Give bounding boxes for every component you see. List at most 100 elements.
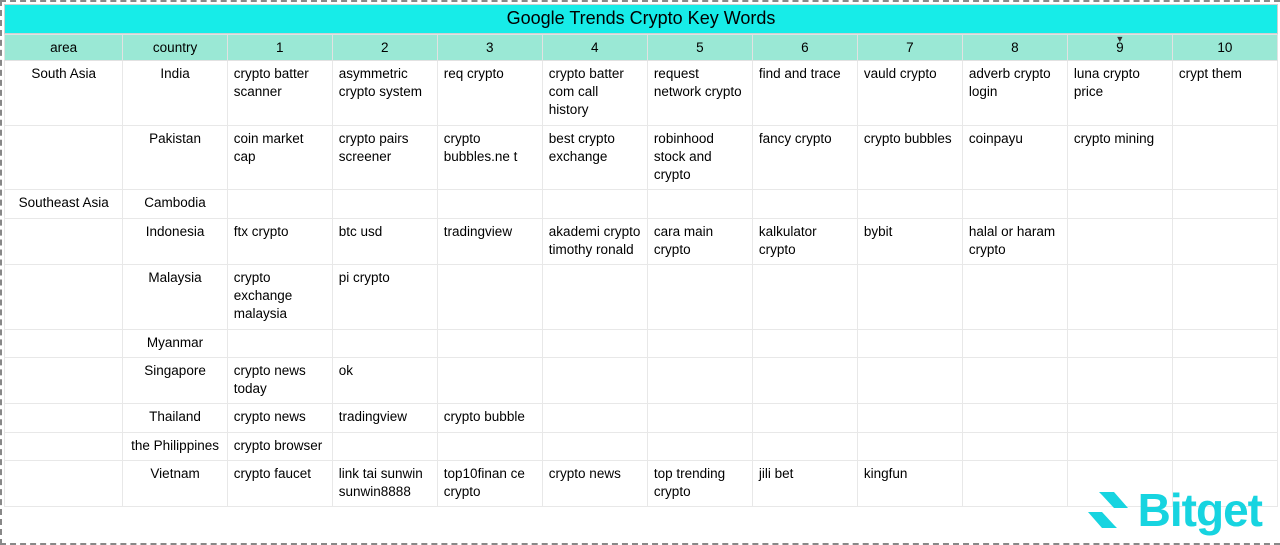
- table-row: Southeast AsiaCambodia: [5, 190, 1278, 218]
- cell-kw: asymmetric crypto system: [332, 61, 437, 126]
- cell-kw: [752, 329, 857, 357]
- cell-kw: [857, 329, 962, 357]
- cell-kw: [752, 264, 857, 329]
- cell-kw: [962, 357, 1067, 403]
- cell-kw: crypto bubbles.ne t: [437, 125, 542, 190]
- col-header-area[interactable]: area: [5, 35, 123, 61]
- table-row: South AsiaIndiacrypto batter scannerasym…: [5, 61, 1278, 126]
- col-header-7[interactable]: 7: [857, 35, 962, 61]
- cell-kw: [647, 190, 752, 218]
- cell-country: Pakistan: [123, 125, 227, 190]
- cell-kw: kalkulator crypto: [752, 218, 857, 264]
- cell-kw: crypto faucet: [227, 460, 332, 506]
- table-row: Pakistancoin market capcrypto pairs scre…: [5, 125, 1278, 190]
- cell-kw: [1067, 404, 1172, 432]
- cell-kw: crypto exchange malaysia: [227, 264, 332, 329]
- cell-kw: [542, 190, 647, 218]
- cell-kw: [1067, 329, 1172, 357]
- col-header-10[interactable]: 10: [1172, 35, 1277, 61]
- cell-kw: [962, 264, 1067, 329]
- col-header-3[interactable]: 3: [437, 35, 542, 61]
- cell-kw: top trending crypto: [647, 460, 752, 506]
- cell-kw: [1067, 432, 1172, 460]
- cell-kw: adverb crypto login: [962, 61, 1067, 126]
- cell-kw: crypto batter com call history: [542, 61, 647, 126]
- col-header-2[interactable]: 2: [332, 35, 437, 61]
- cell-kw: crypto pairs screener: [332, 125, 437, 190]
- cell-kw: crypto bubbles: [857, 125, 962, 190]
- cell-kw: [332, 329, 437, 357]
- cell-kw: req crypto: [437, 61, 542, 126]
- cell-country: the Philippines: [123, 432, 227, 460]
- col-header-8[interactable]: 8: [962, 35, 1067, 61]
- keywords-table: area country 1 2 3 4 5 6 7 8 ▼9 10 South…: [4, 34, 1278, 507]
- cell-kw: [1172, 190, 1277, 218]
- cell-kw: tradingview: [332, 404, 437, 432]
- col-header-1[interactable]: 1: [227, 35, 332, 61]
- cell-kw: find and trace: [752, 61, 857, 126]
- cell-kw: pi crypto: [332, 264, 437, 329]
- cell-area: [5, 432, 123, 460]
- cell-kw: [1172, 264, 1277, 329]
- col-header-5[interactable]: 5: [647, 35, 752, 61]
- cell-kw: halal or haram crypto: [962, 218, 1067, 264]
- cell-kw: ok: [332, 357, 437, 403]
- table-header-row: area country 1 2 3 4 5 6 7 8 ▼9 10: [5, 35, 1278, 61]
- cell-kw: [962, 432, 1067, 460]
- cell-country: Singapore: [123, 357, 227, 403]
- cell-kw: fancy crypto: [752, 125, 857, 190]
- page-title: Google Trends Crypto Key Words: [4, 4, 1278, 34]
- cell-area: [5, 460, 123, 506]
- cell-kw: [962, 329, 1067, 357]
- col-header-9[interactable]: ▼9: [1067, 35, 1172, 61]
- cell-kw: ftx crypto: [227, 218, 332, 264]
- cell-area: [5, 218, 123, 264]
- cell-kw: [1067, 357, 1172, 403]
- table-row: Malaysiacrypto exchange malaysiapi crypt…: [5, 264, 1278, 329]
- cell-kw: jili bet: [752, 460, 857, 506]
- cell-kw: [647, 329, 752, 357]
- cell-country: Myanmar: [123, 329, 227, 357]
- cell-kw: [1067, 264, 1172, 329]
- cell-kw: [1172, 460, 1277, 506]
- cell-kw: [542, 404, 647, 432]
- col-header-country[interactable]: country: [123, 35, 227, 61]
- cell-kw: [1172, 404, 1277, 432]
- cell-kw: [437, 357, 542, 403]
- col-header-6[interactable]: 6: [752, 35, 857, 61]
- cell-kw: [542, 432, 647, 460]
- table-row: Vietnamcrypto faucetlink tai sunwin sunw…: [5, 460, 1278, 506]
- cell-kw: crypto bubble: [437, 404, 542, 432]
- cell-kw: [227, 190, 332, 218]
- cell-kw: [227, 329, 332, 357]
- cell-kw: [857, 190, 962, 218]
- cell-kw: link tai sunwin sunwin8888: [332, 460, 437, 506]
- cell-kw: request network crypto: [647, 61, 752, 126]
- cell-kw: [647, 264, 752, 329]
- cell-kw: [962, 460, 1067, 506]
- cell-kw: [437, 264, 542, 329]
- col-header-4[interactable]: 4: [542, 35, 647, 61]
- cell-area: South Asia: [5, 61, 123, 126]
- cell-kw: [1172, 218, 1277, 264]
- table-row: Thailandcrypto newstradingviewcrypto bub…: [5, 404, 1278, 432]
- cell-kw: cara main crypto: [647, 218, 752, 264]
- cell-kw: kingfun: [857, 460, 962, 506]
- cell-kw: [1067, 218, 1172, 264]
- cell-kw: [962, 404, 1067, 432]
- cell-kw: akademi crypto timothy ronald: [542, 218, 647, 264]
- sort-desc-icon: ▼: [1115, 34, 1124, 44]
- cell-kw: [857, 432, 962, 460]
- cell-kw: [647, 404, 752, 432]
- table-frame: Google Trends Crypto Key Words area coun…: [0, 0, 1280, 545]
- cell-area: [5, 357, 123, 403]
- cell-country: Vietnam: [123, 460, 227, 506]
- cell-kw: [647, 357, 752, 403]
- cell-kw: [752, 432, 857, 460]
- cell-kw: [437, 432, 542, 460]
- cell-kw: [1172, 432, 1277, 460]
- cell-area: [5, 329, 123, 357]
- cell-area: Southeast Asia: [5, 190, 123, 218]
- cell-kw: btc usd: [332, 218, 437, 264]
- cell-area: [5, 125, 123, 190]
